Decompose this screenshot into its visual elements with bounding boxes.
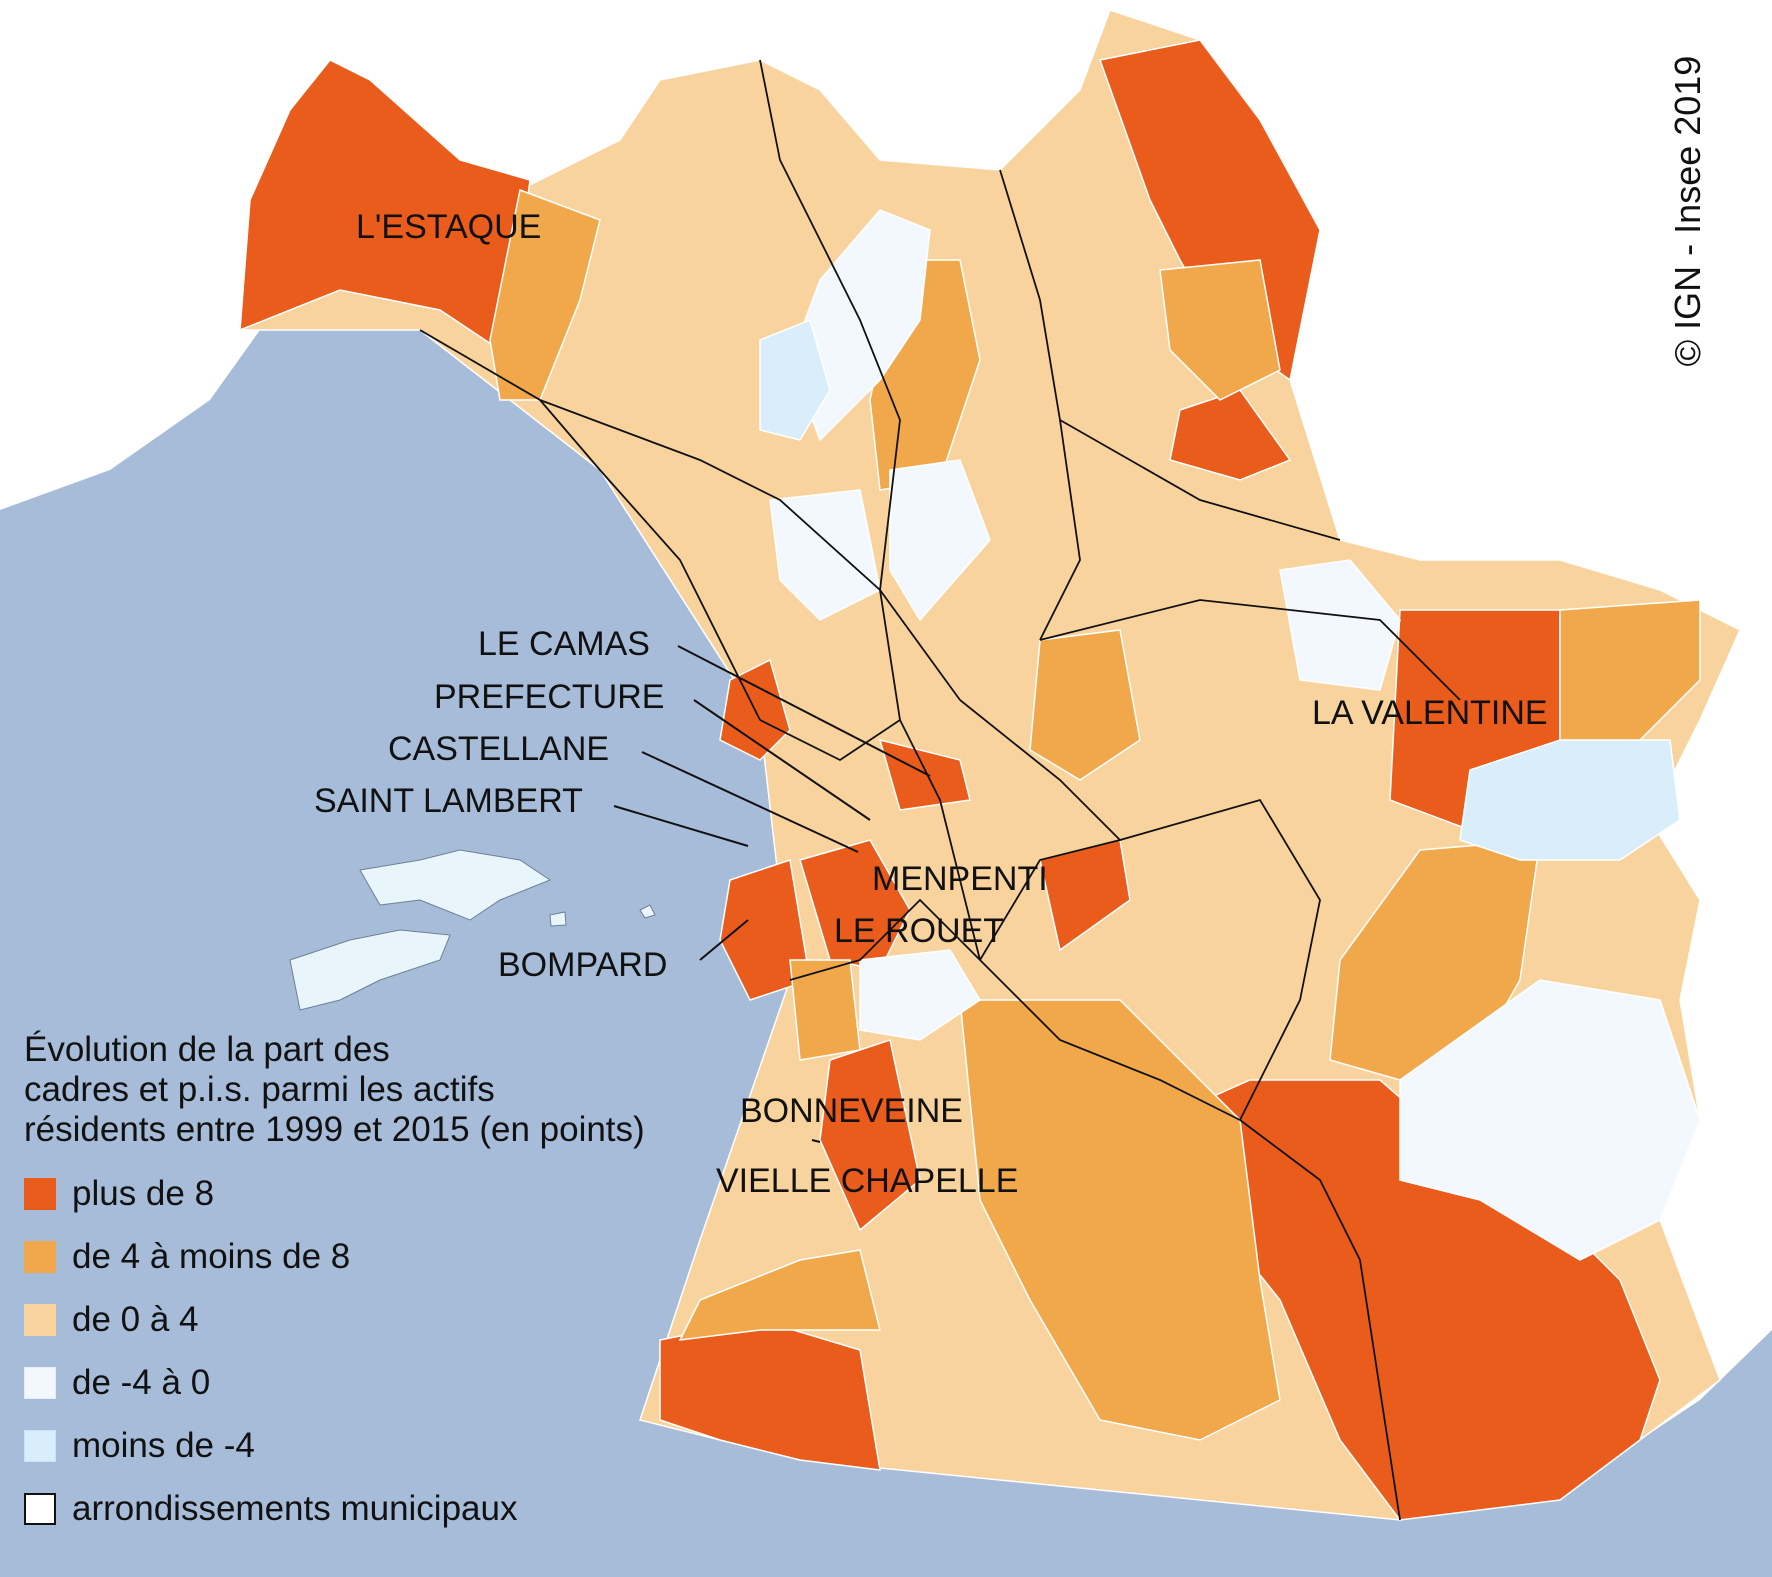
legend-row-de-4-a-moins-de-8: de 4 à moins de 8 xyxy=(24,1225,744,1288)
label-saint-lambert: SAINT LAMBERT xyxy=(314,782,583,820)
legend-label: de -4 à 0 xyxy=(72,1362,211,1402)
legend-label: de 4 à moins de 8 xyxy=(72,1236,351,1276)
sea-area xyxy=(0,285,1772,1577)
legend-row-moins-de-4: moins de -4 xyxy=(24,1414,744,1477)
legend-row-plus-de-8: plus de 8 xyxy=(24,1162,744,1225)
label-le-camas: LE CAMAS xyxy=(478,625,650,663)
label-castellane: CASTELLANE xyxy=(388,730,609,768)
label-le-rouet: LE ROUET xyxy=(834,912,1004,950)
label-menpenti: MENPENTI xyxy=(872,860,1048,898)
zones-moins-de-4 xyxy=(759,318,1681,861)
legend-swatch xyxy=(24,1429,56,1462)
zones-plus-de-8 xyxy=(239,39,1661,1521)
arrondissement-boundaries xyxy=(419,59,1461,1521)
label-la-valentine: LA VALENTINE xyxy=(1312,694,1548,732)
copyright-notice: © IGN - Insee 2019 xyxy=(1667,55,1708,367)
label-vielle-chapelle: VIELLE CHAPELLE xyxy=(716,1162,1018,1200)
legend-label: plus de 8 xyxy=(72,1173,215,1213)
legend-swatch xyxy=(24,1240,56,1273)
label-prefecture: PREFECTURE xyxy=(434,678,664,716)
legend-swatch xyxy=(24,1303,56,1336)
legend-row-de-0-a-4: de 0 à 4 xyxy=(24,1288,744,1351)
legend-swatch xyxy=(24,1366,56,1399)
label-bompard: BOMPARD xyxy=(498,946,667,984)
zones-de-4-a-moins-de-8 xyxy=(489,188,1701,1441)
legend-label: moins de -4 xyxy=(72,1425,255,1465)
legend: Évolution de la part des cadres et p.i.s… xyxy=(24,1030,744,1540)
legend-title: Évolution de la part des cadres et p.i.s… xyxy=(24,1030,645,1149)
legend-swatch xyxy=(24,1177,56,1210)
legend-row-arrondissements: arrondissements municipaux xyxy=(24,1477,744,1540)
frioul-islands xyxy=(289,849,656,1011)
legend-swatch-boundary xyxy=(24,1492,56,1525)
legend-row-de-moins-4-a-0: de -4 à 0 xyxy=(24,1351,744,1414)
place-labels: L'ESTAQUE LE CAMAS PREFECTURE CASTELLANE… xyxy=(314,208,1548,1200)
label-bonneveine: BONNEVEINE xyxy=(740,1092,963,1130)
legend-label: arrondissements municipaux xyxy=(72,1488,518,1528)
label-lestaque: L'ESTAQUE xyxy=(356,208,541,246)
legend-label: de 0 à 4 xyxy=(72,1299,199,1339)
leader-lines xyxy=(613,645,931,1143)
